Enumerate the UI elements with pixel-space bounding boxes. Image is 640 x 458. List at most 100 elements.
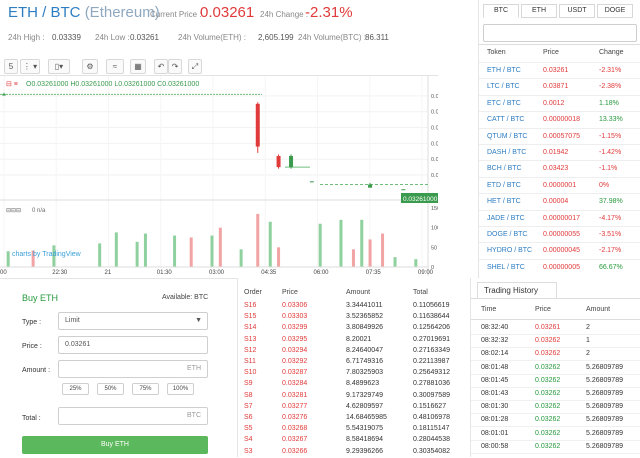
history-time: 08:01:30 bbox=[481, 403, 509, 411]
market-row[interactable]: DASH / BTC 0.01942 -1.42% bbox=[479, 144, 640, 160]
market-row[interactable]: ETC / BTC 0.0012 1.18% bbox=[479, 94, 640, 111]
tab-eth[interactable]: ETH bbox=[521, 4, 557, 18]
gear-icon[interactable]: ⚙ bbox=[82, 59, 98, 74]
x-tick-label: 09:00 bbox=[418, 270, 434, 276]
order-row[interactable]: S15 0.03303 3.52365852 0.11638644 bbox=[238, 311, 471, 322]
volume-bar bbox=[114, 232, 118, 267]
order-row[interactable]: S4 0.03267 8.58418694 0.28044538 bbox=[238, 434, 471, 445]
order-total: 0.27881036 bbox=[413, 380, 450, 388]
market-row[interactable]: ETD / BTC 0.0000001 0% bbox=[479, 176, 640, 193]
order-id: S3 bbox=[244, 447, 253, 455]
order-id: S6 bbox=[244, 414, 253, 421]
redo-icon[interactable]: ↷ bbox=[168, 59, 182, 74]
amount-input[interactable]: ETH bbox=[58, 360, 208, 378]
price-input[interactable]: 0.03261 bbox=[58, 336, 208, 354]
order-row[interactable]: S11 0.03292 6.71749316 0.22113987 bbox=[238, 356, 471, 367]
price-chart[interactable]: 0.03320000 0.03310000 0.03300000 0.03290000… bbox=[0, 76, 438, 276]
market-row[interactable]: HET / BTC 0.00004 37.98% bbox=[479, 193, 640, 209]
market-change: -1.15% bbox=[599, 132, 622, 140]
x-tick-label: 21 bbox=[105, 270, 112, 276]
trading-history-tab[interactable]: Trading History bbox=[477, 282, 557, 298]
compare-icon[interactable]: ▦ bbox=[130, 59, 146, 74]
order-row[interactable]: S10 0.03287 7.80325903 0.25649312 bbox=[238, 367, 471, 378]
interval-button[interactable]: 5 bbox=[4, 59, 18, 74]
history-time: 08:32:40 bbox=[481, 324, 509, 331]
buy-button[interactable]: Buy ETH bbox=[22, 436, 208, 454]
order-row[interactable]: S9 0.03284 8.4899623 0.27881036 bbox=[238, 378, 471, 389]
market-change: 1.18% bbox=[599, 99, 619, 107]
undo-icon[interactable]: ↶ bbox=[154, 59, 168, 74]
history-amount: 5.26809789 bbox=[586, 416, 623, 424]
market-change: -4.17% bbox=[599, 214, 622, 222]
market-row[interactable]: HYDRO / BTC 0.00000045 -2.17% bbox=[479, 242, 640, 258]
market-change: -2.31% bbox=[599, 67, 622, 74]
history-row: 08:00:58 0.03262 5.26809789 bbox=[471, 441, 640, 454]
order-row[interactable]: S8 0.03281 9.17329749 0.30097589 bbox=[238, 390, 471, 401]
total-input[interactable]: BTC bbox=[58, 407, 208, 425]
candle bbox=[255, 103, 260, 147]
order-price: 0.03281 bbox=[282, 391, 308, 399]
indicators-icon[interactable]: ≈ bbox=[106, 59, 124, 74]
percent-button[interactable]: 25% bbox=[62, 383, 89, 395]
chart-menu-icons[interactable]: ⊟ ≡ bbox=[6, 81, 18, 88]
history-time: 08:00:58 bbox=[481, 442, 509, 450]
market-row[interactable]: SHEL / BTC 0.00000005 66.67% bbox=[479, 258, 640, 275]
market-token: CATT / BTC bbox=[487, 116, 525, 124]
market-row[interactable]: DOGE / BTC 0.00000055 -3.51% bbox=[479, 226, 640, 242]
history-price: 0.03261 bbox=[535, 324, 561, 331]
chevron-down-icon: ▼ bbox=[195, 317, 202, 324]
market-row[interactable]: ETH / BTC 0.03261 -2.31% bbox=[479, 62, 640, 78]
order-row[interactable]: S3 0.03266 9.29396266 0.30354082 bbox=[238, 446, 471, 457]
history-row: 08:01:28 0.03262 5.26809789 bbox=[471, 414, 640, 428]
percent-button[interactable]: 75% bbox=[132, 383, 159, 395]
order-row[interactable]: S14 0.03299 3.80849926 0.12564206 bbox=[238, 322, 471, 333]
market-price: 0.00000055 bbox=[543, 231, 580, 238]
order-row[interactable]: S6 0.03276 14.68465985 0.48106978 bbox=[238, 412, 471, 423]
ticker-header: ETH / BTC (Ethereum) Current Price : 0.0… bbox=[0, 0, 478, 52]
market-search-input[interactable] bbox=[483, 24, 637, 42]
order-id: S13 bbox=[244, 335, 257, 343]
order-row[interactable]: S12 0.03294 8.24640047 0.27163349 bbox=[238, 345, 471, 356]
history-row: 08:32:32 0.03262 1 bbox=[471, 335, 640, 349]
total-label: Total : bbox=[22, 415, 41, 422]
tab-doge[interactable]: DOGE bbox=[597, 4, 633, 18]
market-row[interactable]: LTC / BTC 0.03871 -2.38% bbox=[479, 78, 640, 94]
order-row[interactable]: S16 0.03306 3.34441011 0.11056619 bbox=[238, 300, 471, 311]
pair-name: (Ethereum) bbox=[84, 4, 160, 21]
market-price: 0.00000017 bbox=[543, 214, 580, 222]
interval-menu-icon[interactable]: ⋮ ▾ bbox=[20, 59, 40, 74]
order-total: 0.12564206 bbox=[413, 324, 450, 332]
market-row[interactable]: JADE / BTC 0.00000017 -4.17% bbox=[479, 209, 640, 226]
order-amount: 7.80325903 bbox=[346, 369, 383, 377]
order-total: 0.30354082 bbox=[413, 447, 450, 455]
percent-button[interactable]: 50% bbox=[97, 383, 124, 395]
order-type-select[interactable]: Limit ▼ bbox=[58, 312, 208, 330]
order-price: 0.03303 bbox=[282, 313, 308, 321]
order-price: 0.03268 bbox=[282, 425, 308, 433]
x-tick-label: 01:30 bbox=[157, 270, 173, 276]
order-price: 0.03276 bbox=[282, 414, 308, 421]
order-row[interactable]: S5 0.03268 5.54319075 0.18115147 bbox=[238, 423, 471, 434]
order-price: 0.03299 bbox=[282, 324, 308, 332]
order-row[interactable]: S13 0.03295 8.20021 0.27019691 bbox=[238, 334, 471, 345]
history-time: 08:01:28 bbox=[481, 416, 509, 424]
percent-button[interactable]: 100% bbox=[167, 383, 194, 395]
market-row[interactable]: BCH / BTC 0.03423 -1.1% bbox=[479, 160, 640, 176]
history-header: Time Price Amount bbox=[471, 298, 640, 320]
fullscreen-icon[interactable]: ⤢ bbox=[188, 59, 202, 74]
market-token: LTC / BTC bbox=[487, 83, 520, 91]
market-row[interactable]: CATT / BTC 0.00000018 13.33% bbox=[479, 111, 640, 127]
candle-style-icon[interactable]: ▯▾ bbox=[48, 59, 70, 74]
market-row[interactable]: QTUM / BTC 0.00057075 -1.15% bbox=[479, 127, 640, 144]
history-row: 08:01:43 0.03262 5.26809789 bbox=[471, 388, 640, 401]
tab-btc[interactable]: BTC bbox=[483, 4, 519, 18]
order-row[interactable]: S7 0.03277 4.62809597 0.1516627 bbox=[238, 401, 471, 412]
market-token: HYDRO / BTC bbox=[487, 247, 533, 255]
tab-usdt[interactable]: USDT bbox=[559, 4, 595, 18]
high-label: 24h High : bbox=[8, 33, 45, 42]
x-tick-label: 22:30 bbox=[52, 270, 68, 276]
order-book-header: Order Price Amount Total bbox=[238, 286, 471, 298]
market-token: ETD / BTC bbox=[487, 181, 521, 189]
order-price: 0.03277 bbox=[282, 402, 308, 410]
market-price: 0.00000018 bbox=[543, 116, 580, 124]
